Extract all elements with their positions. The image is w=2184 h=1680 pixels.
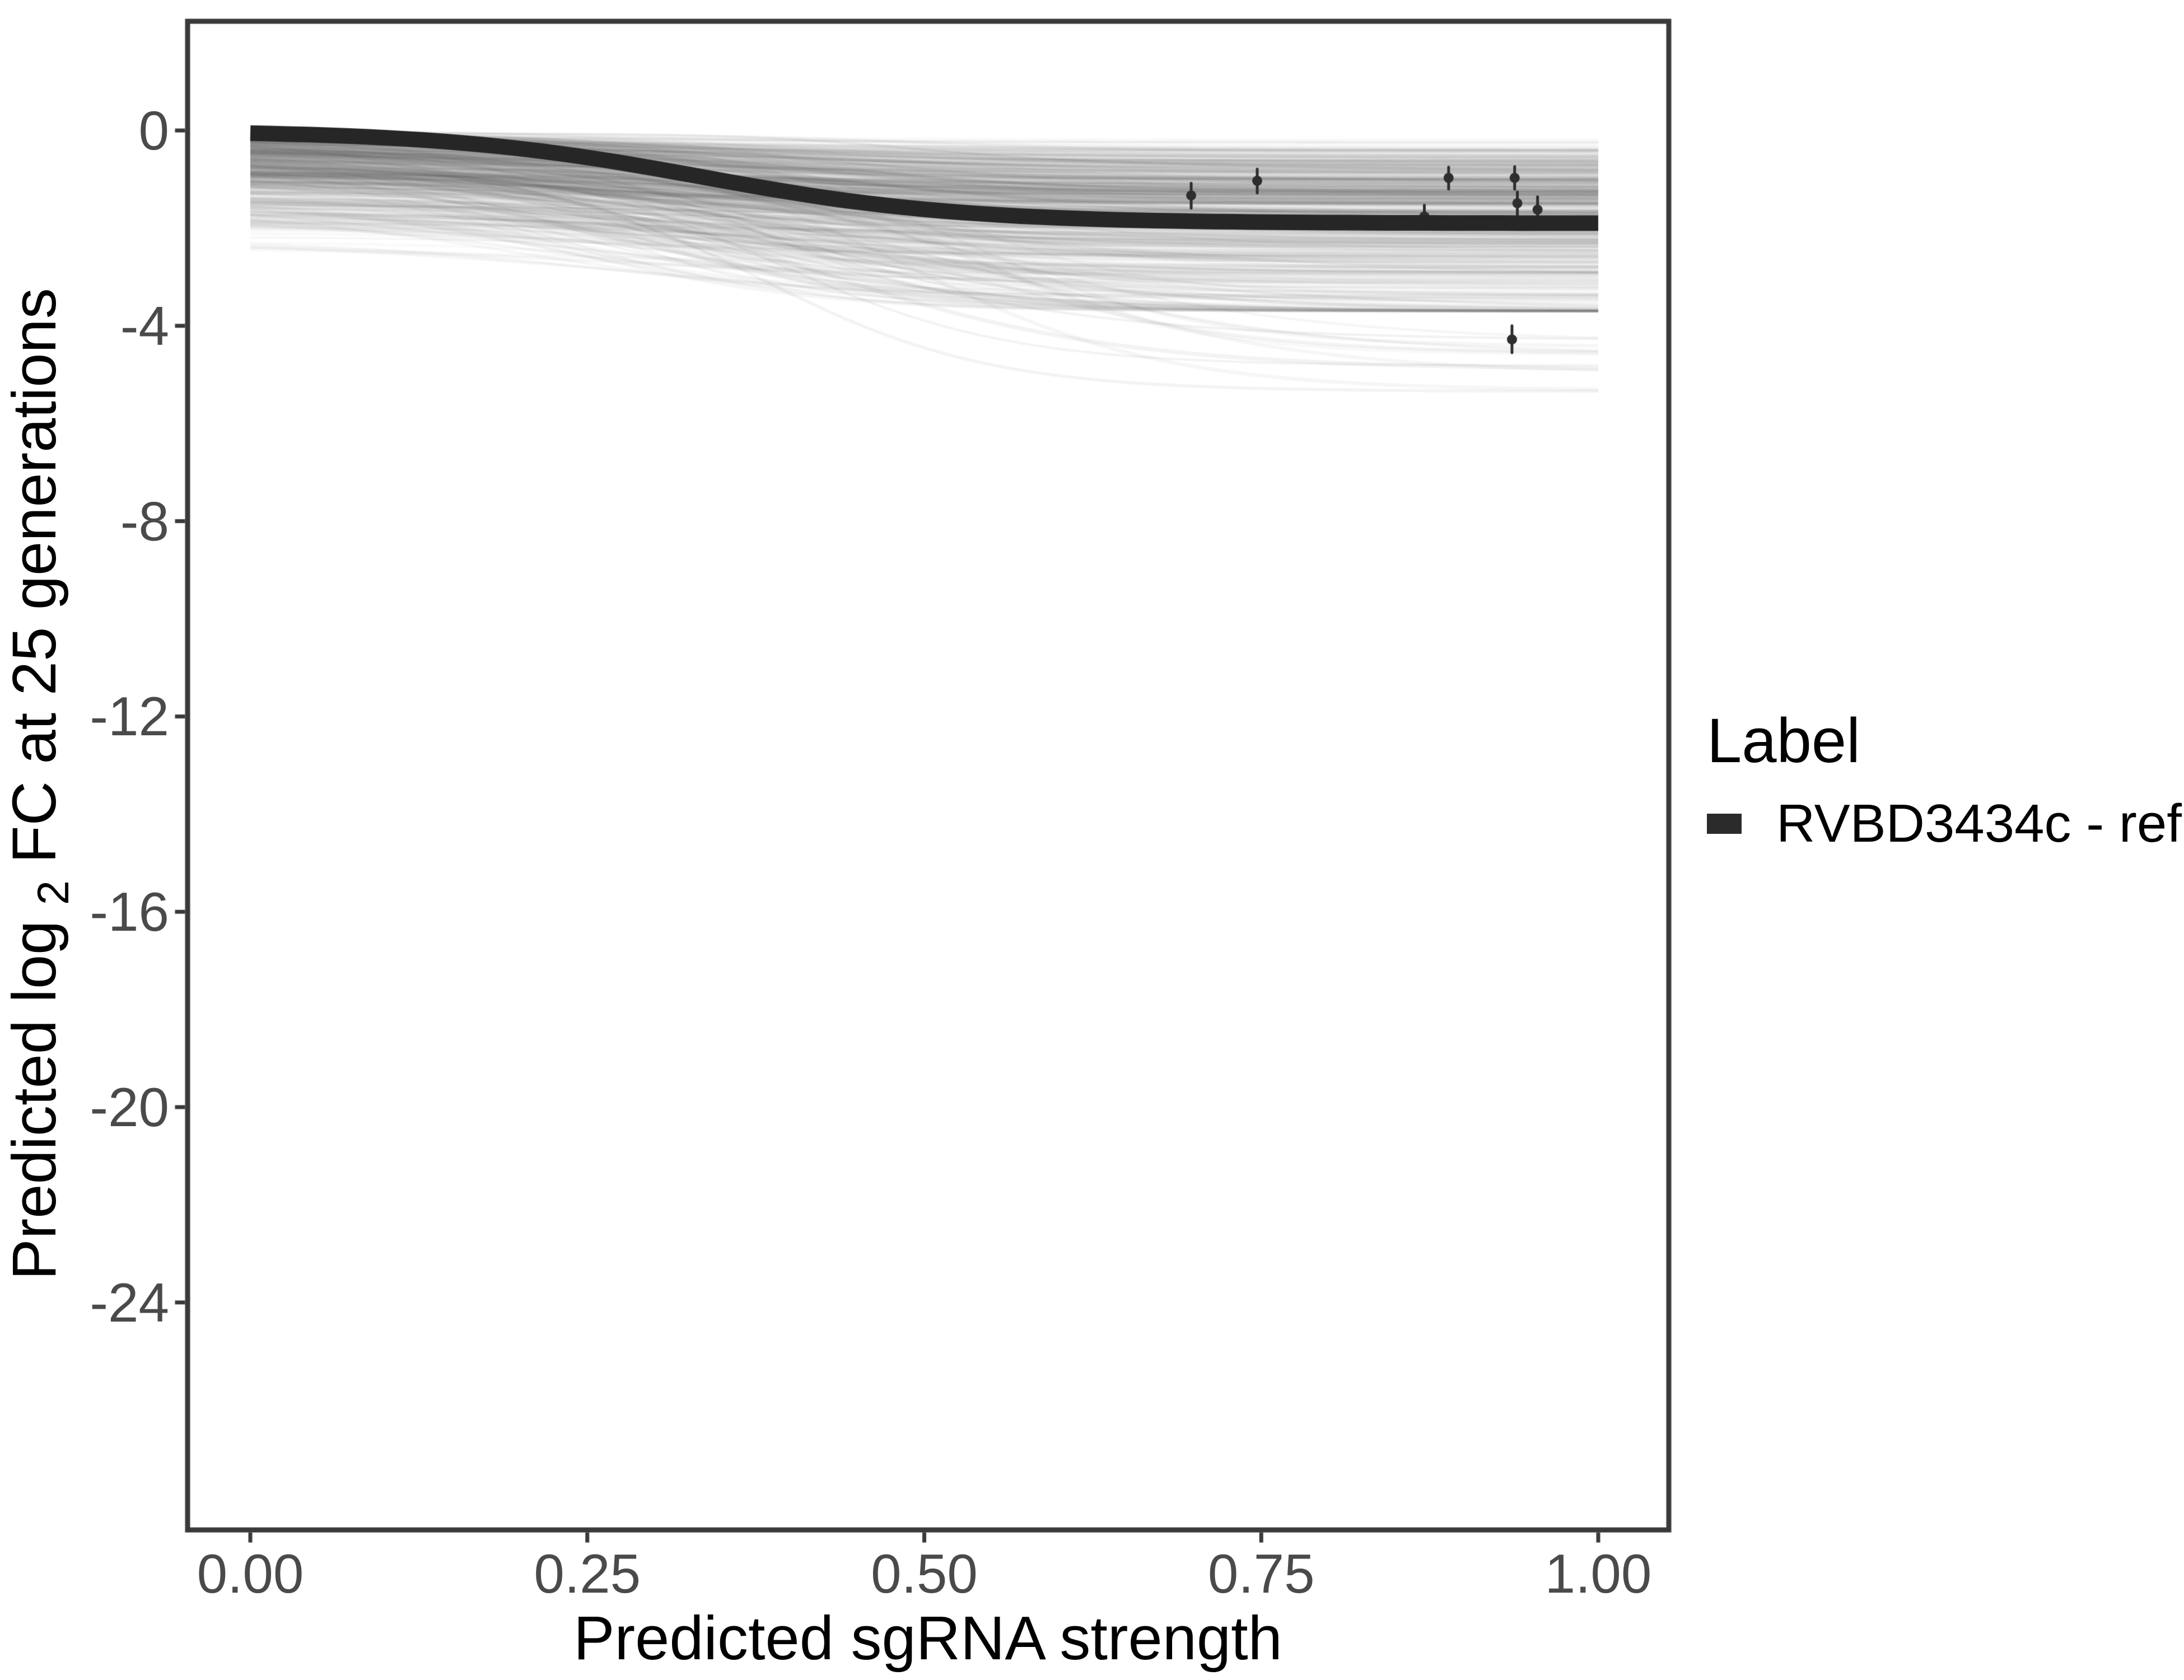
y-tick-label: -20 (90, 1076, 169, 1138)
y-tick-label: -4 (120, 295, 169, 357)
y-tick-label: -8 (120, 490, 169, 552)
legend: Label RVBD3434c - ref (1707, 703, 2182, 855)
legend-entry-label: RVBD3434c - ref (1776, 794, 2182, 853)
y-tick-label: -24 (90, 1271, 169, 1333)
x-tick-label: 0.25 (534, 1543, 641, 1604)
legend-title: Label (1707, 706, 1861, 776)
y-tick-label: -12 (90, 685, 169, 748)
y-tick-label: 0 (138, 100, 169, 161)
y-axis-title-suffix: FC at 25 generations (0, 288, 69, 881)
y-axis-title-prefix: Predicted log (0, 920, 69, 1280)
y-axis-title: Predicted log 2 FC at 25 generations (0, 112, 78, 1456)
legend-entry: RVBD3434c - ref (1707, 793, 2182, 855)
y-tick-label: -16 (90, 881, 169, 943)
x-tick-label: 0.75 (1207, 1543, 1315, 1604)
x-tick-label: 0.00 (197, 1543, 304, 1604)
x-tick-label: 1.00 (1544, 1543, 1652, 1604)
legend-key-line-swatch (1707, 814, 1742, 834)
y-axis-title-subscript: 2 (28, 880, 78, 906)
x-axis-title: Predicted sgRNA strength (573, 1604, 1282, 1673)
x-tick-label: 0.50 (871, 1543, 978, 1604)
